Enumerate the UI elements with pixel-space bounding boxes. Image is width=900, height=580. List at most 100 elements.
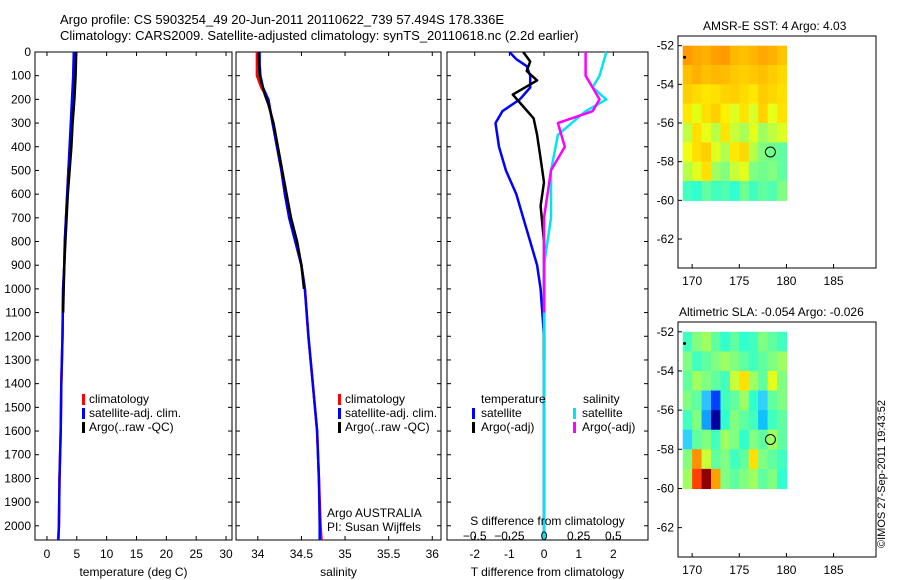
sla_map-cell [748,331,759,352]
sst_map-cell [758,103,769,124]
sst_map-cell [748,103,759,124]
sst_map-cell [701,181,712,201]
sst_map-cell [777,161,788,182]
sst_map-cell [720,123,731,143]
figure-title-line1: Argo profile: CS 5903254_49 20-Jun-2011 … [60,12,505,27]
sla_map-xtick-label: 175 [729,563,749,577]
sla_map-cell [711,331,722,352]
sla_map-coast-dot [683,342,687,346]
sst_map-cell [720,84,731,105]
sst_map-cell [701,84,712,105]
sla_map-cell [720,429,731,450]
sla_map-cell [748,449,759,470]
sla_map-cell [682,351,693,372]
difference-series-t-satellite [494,51,546,540]
sst_map-cell [748,84,759,105]
salinity-series-satellite-adj-clim- [258,52,321,540]
sst_map-cell [758,45,769,66]
salinity-legend-label: climatology [345,392,405,406]
sla_map-cell [711,429,722,450]
sla_map-cell [711,468,722,490]
sst_map-cell [758,161,769,182]
temperature-ytick-label: 1400 [4,377,31,391]
sst_map-cell [739,65,750,85]
difference-legend-swatch [573,422,576,433]
difference-xlabel-top: S difference from climatology [470,514,625,528]
sla_map-xtick-label: 185 [824,563,844,577]
sla_map-cell [692,468,703,490]
temperature-ytick-label: 200 [11,92,31,106]
salinity-xtick-label: 35.5 [377,547,401,561]
sla_map-cell [701,449,712,470]
sla_map-cell [739,449,750,470]
difference-series-t-argo-adj- [511,51,546,360]
temperature-xtick-label: 30 [219,547,233,561]
sst_map-cell [729,142,740,163]
sla_map-cell [701,331,712,352]
sla_map-cell [682,390,693,411]
sla_map-cell [720,390,731,411]
sla_map-cell [729,331,740,352]
temperature-xlabel: temperature (deg C) [79,565,187,579]
sla_map-cell [711,370,722,392]
sla_map-cell [682,429,693,450]
sst_map-cell [758,181,769,201]
sla_map-cell [739,390,750,411]
sla_map-cell [692,449,703,470]
sst_map-cell [692,65,703,85]
sla_map-cell [767,410,778,431]
sla_map-cell [729,468,740,490]
sla-map-title: Altimetric SLA: -0.054 Argo: -0.026 [679,305,864,319]
temperature-ytick-label: 1300 [4,353,31,367]
temperature-ytick-label: 1100 [5,306,31,320]
sla_map-cell [739,429,750,450]
salinity-annotation: Argo AUSTRALIA [327,506,422,520]
sla_map-cell [777,468,788,490]
sla_map-cell [767,449,778,470]
sla_map-cell [701,410,712,431]
sla_map-cell [720,331,731,352]
sst_map-cell [748,161,759,182]
sla_map-cell [758,390,769,411]
sst_map-cell [711,142,722,163]
sla_map-cell [692,410,703,431]
difference-xtick-label: 0 [541,547,548,561]
difference-top-tick-label: −0.25 [494,529,525,543]
sla_map-cell [748,351,759,372]
sla_map-cell [739,351,750,372]
sla_map-cell [777,390,788,411]
salinity-xlabel: salinity [320,565,357,579]
sst_map-cell [729,45,740,66]
salinity-axes-frame [235,51,442,541]
salinity-series-climatology [255,52,323,541]
sla_map-cell [682,410,693,431]
sst_map-cell [720,65,731,85]
temperature-axes-frame [34,51,233,541]
difference-legend-swatch [472,422,475,433]
sst_map-cell [739,45,750,66]
sst_map-cell [748,142,759,163]
sst_map-cell [729,161,740,182]
sst_map-argo-position-marker [764,146,776,158]
sst_map-cell [692,45,703,66]
sst_map-ytick-label: -56 [657,116,675,130]
sst_map-cell [682,103,693,124]
sla_map-cell [767,331,778,352]
salinity-legend-swatch [338,408,341,419]
sst_map-cell [692,181,703,201]
difference-axes-frame [446,51,649,541]
sst_map-cell [729,65,740,85]
sst_map-xtick-label: 185 [824,274,844,288]
sst_map-cell [701,161,712,182]
temperature-ytick-label: 1200 [4,329,31,343]
sst_map-cell [711,84,722,105]
sst_map-cell [682,123,693,143]
sst_map-cell [748,181,759,201]
sla_map-cell [720,468,731,490]
sst_map-cell [739,103,750,124]
sst_map-cell [711,123,722,143]
sst_map-cell [758,123,769,143]
sst_map-cell [748,65,759,85]
sst_map-cell [701,45,712,66]
sla_map-cell [692,429,703,450]
